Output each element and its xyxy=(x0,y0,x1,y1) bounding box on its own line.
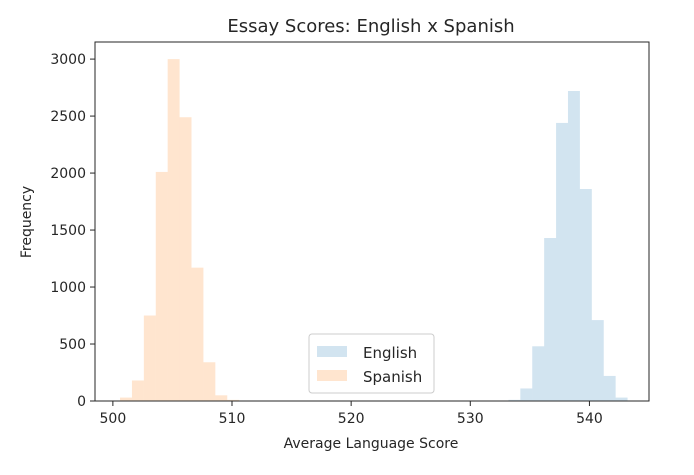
legend-swatch-spanish xyxy=(317,370,347,381)
bar-english-7 xyxy=(591,320,604,401)
bar-english-9 xyxy=(615,397,628,401)
bar-spanish-0 xyxy=(120,397,132,401)
y-tick-label: 1000 xyxy=(50,280,86,296)
bar-english-6 xyxy=(579,189,592,401)
bar-spanish-5 xyxy=(179,117,192,401)
y-tick-label: 1500 xyxy=(50,223,86,239)
x-axis-ticks: 500 510 520 530 540 xyxy=(100,401,603,427)
bar-spanish-6 xyxy=(191,267,204,401)
legend-box xyxy=(308,333,435,394)
bar-spanish-1 xyxy=(131,380,144,401)
legend-swatch-english xyxy=(317,346,347,357)
y-tick-label: 500 xyxy=(59,337,86,353)
x-tick-label: 510 xyxy=(219,411,246,427)
bar-spanish-8 xyxy=(215,395,228,401)
legend-label-english: English xyxy=(363,344,417,362)
bar-spanish-2 xyxy=(143,315,156,401)
y-tick-label: 0 xyxy=(77,394,86,410)
chart-title: Essay Scores: English x Spanish xyxy=(227,16,514,37)
bar-english-1 xyxy=(520,388,533,401)
legend: English Spanish xyxy=(308,333,435,394)
bar-english-0 xyxy=(508,399,521,401)
bar-english-5 xyxy=(567,91,580,401)
x-tick-label: 520 xyxy=(338,411,365,427)
y-tick-label: 2000 xyxy=(50,166,86,182)
bar-spanish-3 xyxy=(155,171,168,401)
bar-spanish-4 xyxy=(167,59,180,401)
x-tick-label: 540 xyxy=(576,411,603,427)
bar-spanish-7 xyxy=(203,362,216,401)
y-axis-label: Frequency xyxy=(19,186,35,258)
bar-english-8 xyxy=(603,375,616,401)
x-tick-label: 500 xyxy=(100,411,127,427)
bar-english-3 xyxy=(544,238,557,401)
y-tick-label: 3000 xyxy=(50,52,86,68)
bar-spanish-9 xyxy=(227,399,240,401)
y-axis-ticks: 0 500 1000 1500 2000 2500 3000 xyxy=(50,52,95,410)
legend-label-spanish: Spanish xyxy=(363,368,422,386)
bar-english-4 xyxy=(556,122,568,402)
x-axis-label: Average Language Score xyxy=(284,436,459,452)
histogram-bars xyxy=(120,59,628,402)
plot-frame xyxy=(94,41,650,402)
x-tick-label: 530 xyxy=(457,411,484,427)
y-tick-label: 2500 xyxy=(50,109,86,125)
bar-english-2 xyxy=(532,346,545,401)
